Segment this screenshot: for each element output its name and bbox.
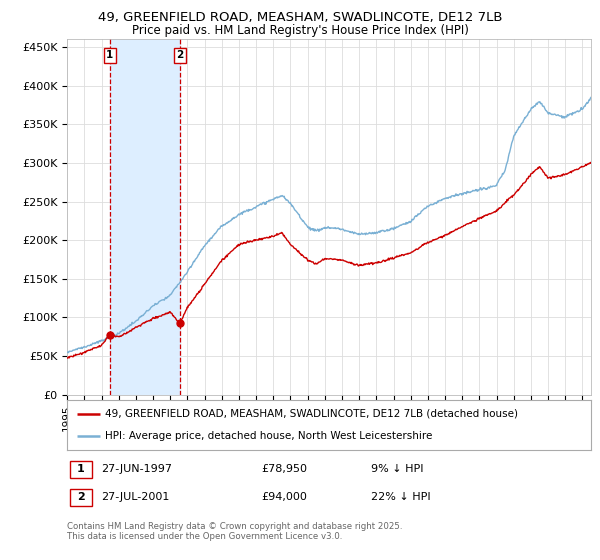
Text: HPI: Average price, detached house, North West Leicestershire: HPI: Average price, detached house, Nort… [105,431,432,441]
Text: 22% ↓ HPI: 22% ↓ HPI [371,492,431,502]
Text: Price paid vs. HM Land Registry's House Price Index (HPI): Price paid vs. HM Land Registry's House … [131,24,469,37]
Text: £94,000: £94,000 [261,492,307,502]
Text: 9% ↓ HPI: 9% ↓ HPI [371,464,424,474]
Bar [70,489,92,506]
Text: £78,950: £78,950 [261,464,307,474]
Text: 27-JUL-2001: 27-JUL-2001 [101,492,170,502]
Text: 2: 2 [77,492,85,502]
Text: 27-JUN-1997: 27-JUN-1997 [101,464,172,474]
Text: 49, GREENFIELD ROAD, MEASHAM, SWADLINCOTE, DE12 7LB: 49, GREENFIELD ROAD, MEASHAM, SWADLINCOT… [98,11,502,24]
Text: 1: 1 [106,50,113,60]
Bar [110,39,180,395]
Text: 2: 2 [176,50,184,60]
Text: 1: 1 [77,464,85,474]
Bar [70,461,92,478]
Text: Contains HM Land Registry data © Crown copyright and database right 2025.
This d: Contains HM Land Registry data © Crown c… [67,522,403,542]
Text: 49, GREENFIELD ROAD, MEASHAM, SWADLINCOTE, DE12 7LB (detached house): 49, GREENFIELD ROAD, MEASHAM, SWADLINCOT… [105,409,518,419]
